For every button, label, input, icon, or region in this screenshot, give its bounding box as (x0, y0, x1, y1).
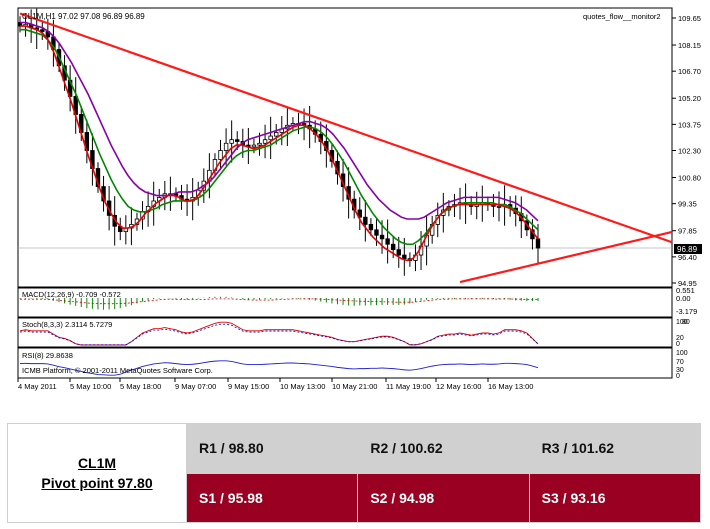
macd-axis-mid: 0.00 (676, 294, 691, 303)
r1-cell: R1 / 98.80 (185, 423, 359, 474)
stoch-axis-20: 20 (676, 335, 684, 342)
r3-cell: R3 / 101.62 (528, 423, 702, 474)
price-tick-label: 108.15 (678, 41, 701, 50)
macd-histogram (19, 296, 539, 310)
candle-body (357, 209, 362, 218)
rsi-axis-70: 70 (676, 359, 684, 366)
candle-body (229, 139, 234, 144)
price-chart: 109.65 108.15 106.70 105.20 103.75 102.30 100.… (17, 7, 702, 391)
macd-signal-line (20, 298, 538, 305)
price-tick-label: 102.30 (678, 147, 701, 156)
symbol-cell: CL1M Pivot point 97.80 (7, 423, 187, 523)
time-tick-label: 5 May 18:00 (120, 382, 161, 391)
candle-body (385, 238, 390, 245)
price-tick-label: 106.70 (678, 67, 701, 76)
candle-body (268, 135, 273, 141)
rsi-label: RSI(8) 29.8638 (22, 351, 73, 360)
macd-axis-bottom: -3.179 (676, 307, 697, 316)
price-tick-label: 97.85 (678, 227, 697, 236)
indicator-label: quotes_flow__monitor2 (583, 12, 661, 21)
candle-body (374, 229, 379, 236)
price-tick-label: 109.65 (678, 14, 701, 23)
time-tick-label: 12 May 16:00 (436, 382, 481, 391)
time-tick-label: 9 May 07:00 (175, 382, 216, 391)
candle-body (379, 234, 385, 240)
candle-body (257, 142, 262, 146)
rsi-axis-100: 100 (676, 350, 688, 357)
current-price-label: 96.89 (677, 245, 698, 254)
ma-fast-line (20, 25, 539, 262)
macd-panel (17, 287, 673, 318)
symbol-label: CL1M (77, 455, 117, 471)
stoch-lines (19, 321, 539, 346)
chart-header: CL1M,H1 97.02 97.08 96.89 96.89 (22, 12, 145, 21)
copyright: ICMB Platform, © 2001-2011 MetaQuotes So… (22, 366, 213, 375)
s1-cell: S1 / 95.98 (185, 472, 359, 523)
time-tick-label: 10 May 13:00 (280, 382, 325, 391)
stoch-panel (17, 317, 673, 348)
stoch-axis-0: 0 (676, 341, 680, 348)
candle-body (396, 249, 401, 256)
candle-body (223, 142, 229, 151)
s3-cell: S3 / 93.16 (528, 472, 702, 523)
time-tick-label: 9 May 15:00 (228, 382, 269, 391)
price-tick-label: 100.80 (678, 174, 701, 183)
stoch-signal-line (19, 323, 539, 346)
rsi-axis-30: 30 (676, 367, 684, 374)
current-price-box (674, 244, 702, 254)
ma-slow-line (20, 21, 539, 222)
trendline-resistance (19, 12, 673, 244)
candle-body (496, 205, 502, 208)
candle-body (535, 238, 541, 249)
rsi-line (19, 360, 539, 376)
price-tick-label: 103.75 (678, 120, 701, 129)
stoch-axis-100: 100 (676, 319, 688, 326)
candle-body (218, 150, 223, 160)
candle-body (390, 243, 396, 251)
candle-body (363, 216, 368, 225)
candle-body (402, 254, 407, 260)
macd-axis-top: 0.551 (676, 286, 695, 295)
moving-averages (20, 21, 539, 262)
time-axis: 4 May 2011 5 May 10:00 5 May 18:00 9 May 07… (17, 378, 533, 391)
candle-body (368, 224, 374, 231)
trendline-support (459, 230, 673, 284)
stoch-axis-80: 80 (682, 319, 690, 326)
pivot-table: CL1M Pivot point 97.80 R1 / 98.80 R2 / 1… (7, 423, 702, 523)
price-tick-label: 99.35 (678, 200, 697, 209)
time-tick-label: 5 May 10:00 (70, 382, 111, 391)
time-tick-label: 11 May 19:00 (386, 382, 431, 391)
stoch-label: Stoch(8,3,3) 2.3114 5.7279 (22, 320, 112, 329)
s2-cell: S2 / 94.98 (357, 472, 530, 523)
candle-body (262, 139, 268, 144)
pivot-point-label: Pivot point 97.80 (41, 475, 153, 491)
price-tick-label: 96.40 (678, 253, 697, 262)
candle-body (40, 29, 45, 32)
macd-label: MACD(12,26,9) -0.709 -0.572 (22, 290, 121, 299)
price-tick-label: 105.20 (678, 94, 701, 103)
time-tick-label: 10 May 21:00 (332, 382, 377, 391)
main-plot-frame (17, 7, 673, 288)
rsi-main-line (19, 360, 539, 376)
r2-cell: R2 / 100.62 (357, 423, 530, 474)
candle-body (251, 144, 257, 148)
time-tick-label: 16 May 13:00 (488, 382, 533, 391)
price-tick-label: 94.95 (678, 279, 697, 288)
trend-lines (19, 12, 673, 284)
rsi-panel (17, 347, 673, 379)
candle-body (274, 132, 279, 137)
rsi-axis-0: 0 (676, 373, 680, 380)
candle-body (235, 139, 240, 142)
time-tick-label: 4 May 2011 (18, 382, 57, 391)
price-axis: 109.65 108.15 106.70 105.20 103.75 102.30 100.… (672, 14, 701, 288)
